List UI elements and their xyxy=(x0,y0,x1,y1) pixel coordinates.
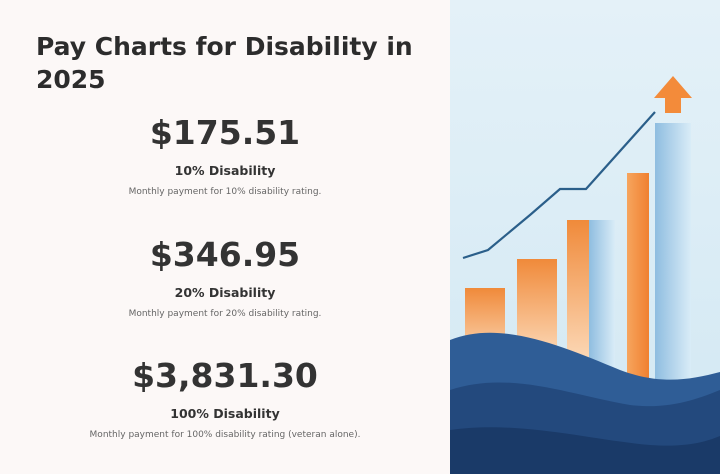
illustration xyxy=(450,0,720,474)
decor-bar xyxy=(589,220,615,380)
description: Monthly payment for 10% disability ratin… xyxy=(128,187,322,197)
amount: $175.51 xyxy=(149,113,301,152)
title: Pay Charts for Disability in 2025 xyxy=(36,32,413,94)
rating-label: 20% Disability xyxy=(174,285,276,300)
arrow xyxy=(654,76,692,113)
rating-label: 100% Disability xyxy=(170,406,280,421)
payment-item: $3,831.30 100% Disability Monthly paymen… xyxy=(0,356,450,440)
amount: $3,831.30 xyxy=(132,356,318,395)
rating-label: 10% Disability xyxy=(174,163,276,178)
decor-bar xyxy=(655,123,691,403)
decor-bar xyxy=(627,173,649,403)
payment-item: $175.51 10% Disability Monthly payment f… xyxy=(0,113,450,197)
text-panel: Pay Charts for Disability in 2025 $175.5… xyxy=(0,32,450,440)
description: Monthly payment for 100% disability rati… xyxy=(89,430,361,440)
payment-item: $346.95 20% Disability Monthly payment f… xyxy=(0,235,450,319)
amount: $346.95 xyxy=(149,235,301,274)
wave xyxy=(450,427,720,474)
decor-bar xyxy=(567,220,589,380)
description: Monthly payment for 20% disability ratin… xyxy=(128,309,322,319)
trend-line xyxy=(462,111,656,260)
